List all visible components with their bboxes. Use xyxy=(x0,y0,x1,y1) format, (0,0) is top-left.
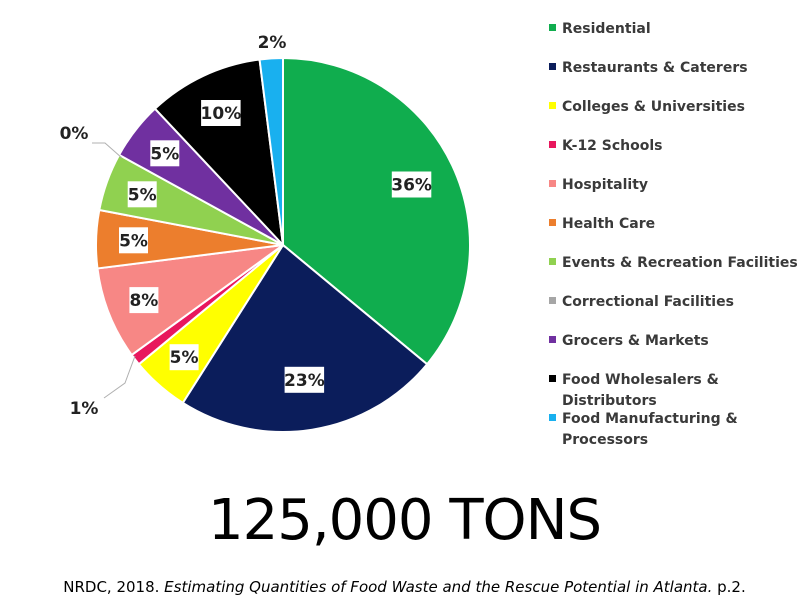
data-label-box xyxy=(284,366,325,393)
data-label-box xyxy=(150,140,180,167)
legend-item-correctional-facilities: Correctional Facilities xyxy=(549,294,734,310)
data-label-events-and-recreation-facilities: 5% xyxy=(127,181,157,208)
pie-chart: 36%23%5%1%8%5%5%0%5%10%2% ResidentialRes… xyxy=(60,21,798,448)
data-label-hospitality: 8% xyxy=(129,287,159,314)
legend-swatch xyxy=(549,141,556,148)
legend-swatch xyxy=(549,375,556,382)
data-label-residential: 36% xyxy=(391,171,432,198)
data-label-text: 1% xyxy=(70,399,99,419)
data-label-text: 23% xyxy=(284,371,325,391)
citation-suffix: p.2. xyxy=(712,578,746,596)
total-tons-label: 125,000 TONS xyxy=(207,488,602,553)
legend-label: Colleges & Universities xyxy=(562,99,745,115)
leader-line-correctional-facilities xyxy=(92,142,123,159)
data-label-colleges-and-universities: 5% xyxy=(169,344,199,371)
legend-item-food-manufacturing-and-processors: Food Manufacturing & Processors xyxy=(549,411,738,448)
data-label-text: 5% xyxy=(119,231,148,251)
data-label-health-care: 5% xyxy=(119,227,148,254)
pie-slice-food-manufacturing-and-processors xyxy=(258,56,284,246)
data-label-text: 2% xyxy=(258,33,287,53)
data-label-food-manufacturing-and-processors: 2% xyxy=(258,33,287,53)
legend-label: Health Care xyxy=(562,216,655,232)
data-label-text: 5% xyxy=(128,185,157,205)
chart-legend: Residential Restaurants & Caterers College… xyxy=(549,21,798,448)
data-label-correctional-facilities: 0% xyxy=(60,124,89,144)
legend-label: Food Wholesalers & Distributors xyxy=(562,372,719,409)
legend-label: Restaurants & Caterers xyxy=(562,60,748,76)
legend-swatch xyxy=(549,336,556,343)
data-label-text: 10% xyxy=(201,104,242,124)
legend-item-grocers-and-markets: Grocers & Markets xyxy=(549,333,709,349)
legend-swatch xyxy=(549,24,556,31)
data-label-text: 5% xyxy=(170,348,199,368)
data-label-text: 0% xyxy=(60,124,89,144)
legend-item-food-wholesalers-and-distributors: Food Wholesalers & Distributors xyxy=(549,372,719,409)
data-label-restaurants-and-caterers: 23% xyxy=(284,366,325,393)
legend-swatch xyxy=(549,258,556,265)
legend-item-restaurants-and-caterers: Restaurants & Caterers xyxy=(549,60,748,76)
data-label-grocers-and-markets: 5% xyxy=(150,140,180,167)
data-label-box xyxy=(201,100,241,126)
legend-label: Events & Recreation Facilities xyxy=(562,255,798,271)
citation-title: Estimating Quantities of Food Waste and … xyxy=(164,578,713,596)
pie-slice-residential xyxy=(282,56,471,366)
data-label-text: 5% xyxy=(150,144,179,164)
legend-item-k-12-schools: K-12 Schools xyxy=(549,138,663,154)
legend-swatch xyxy=(549,219,556,226)
legend-label: Grocers & Markets xyxy=(562,333,709,349)
pie-slice-food-wholesalers-and-distributors xyxy=(153,58,285,248)
legend-label: Food Manufacturing & Processors xyxy=(562,411,738,448)
pie-slice-restaurants-and-caterers xyxy=(181,243,429,433)
citation-prefix: NRDC, 2018. xyxy=(63,578,165,596)
legend-item-events-and-recreation-facilities: Events & Recreation Facilities xyxy=(549,255,798,271)
citation: NRDC, 2018. Estimating Quantities of Foo… xyxy=(0,578,809,596)
legend-label: K-12 Schools xyxy=(562,138,663,154)
data-label-box xyxy=(119,227,148,254)
legend-item-residential: Residential xyxy=(549,21,651,37)
legend-item-colleges-and-universities: Colleges & Universities xyxy=(549,99,745,115)
legend-item-health-care: Health Care xyxy=(549,216,655,232)
pie-slice-hospitality xyxy=(96,244,284,357)
pie-slices xyxy=(95,56,471,433)
data-label-box xyxy=(391,171,432,198)
legend-label: Hospitality xyxy=(562,177,648,193)
legend-label: Residential xyxy=(562,21,651,37)
legend-label: Correctional Facilities xyxy=(562,294,734,310)
legend-swatch xyxy=(549,102,556,109)
pie-data-labels: 36% 23% 5% 1% 8% 5% 5% 0% 5% 10% 2% xyxy=(60,33,432,419)
legend-swatch xyxy=(549,414,556,421)
data-label-box xyxy=(169,344,199,371)
legend-item-hospitality: Hospitality xyxy=(549,177,648,193)
leader-line-k-12-schools xyxy=(103,355,136,399)
data-label-box xyxy=(129,287,159,314)
data-label-box xyxy=(127,181,157,208)
data-label-text: 36% xyxy=(391,176,432,196)
data-label-food-wholesalers-and-distributors: 10% xyxy=(201,100,242,126)
legend-swatch xyxy=(549,180,556,187)
legend-swatch xyxy=(549,63,556,70)
data-label-k-12-schools: 1% xyxy=(70,399,99,419)
data-label-text: 8% xyxy=(129,291,158,311)
legend-swatch xyxy=(549,297,556,304)
